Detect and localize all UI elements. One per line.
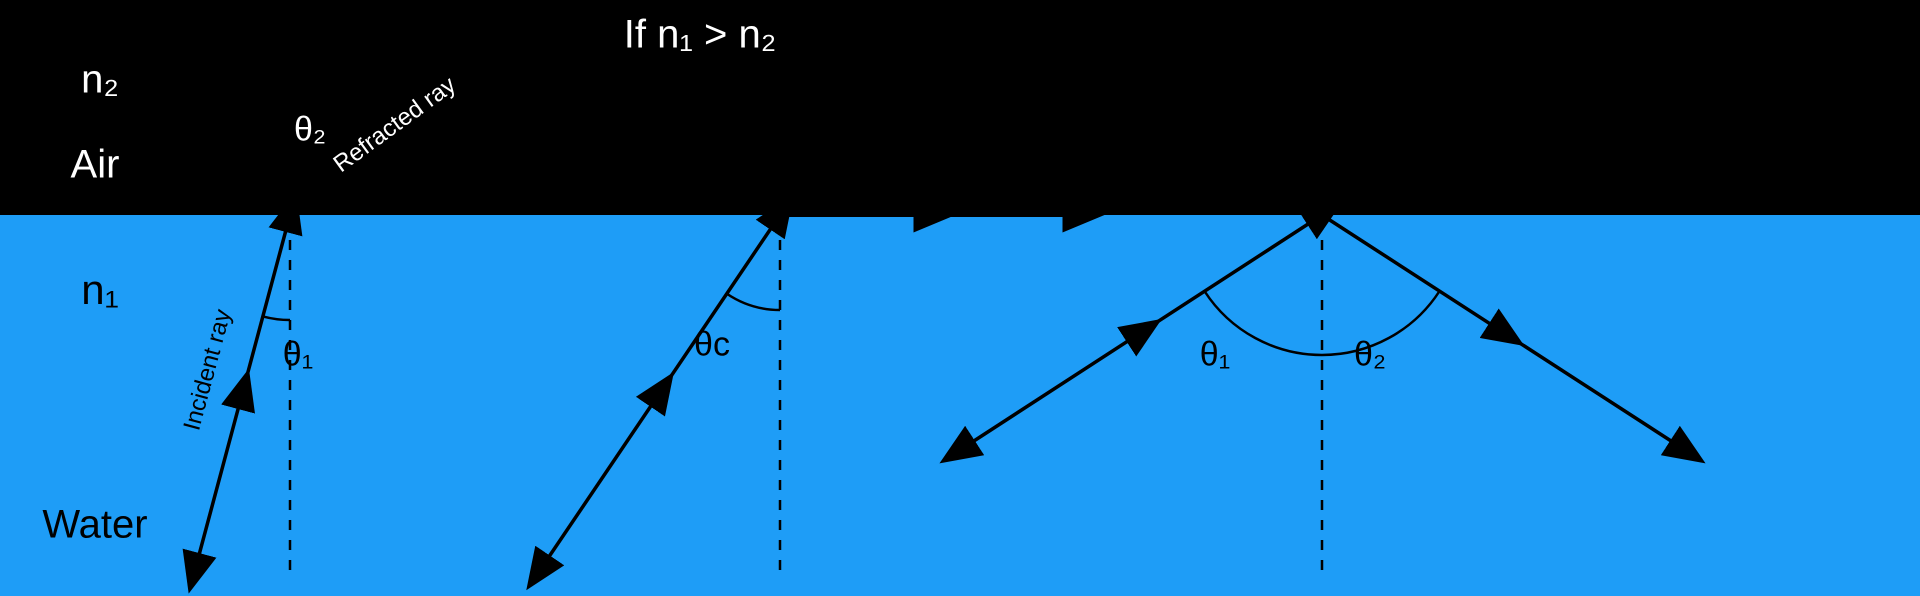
thetac-label-panel2: θc	[694, 326, 730, 365]
air-label: Air	[71, 143, 120, 188]
theta1-label-panel1: θ₁	[283, 336, 313, 375]
water-label: Water	[42, 503, 147, 548]
air-n-label: n₂	[81, 58, 119, 103]
air-region	[0, 0, 1920, 215]
theta2-label-panel1: θ₂	[294, 111, 326, 150]
theta2-label-panel3: θ₂	[1354, 336, 1386, 375]
theta1-label-panel3: θ₁	[1200, 336, 1230, 375]
condition-label: If n₁ > n₂	[624, 13, 776, 58]
water-region	[0, 215, 1920, 596]
water-n-label: n₁	[81, 266, 119, 314]
